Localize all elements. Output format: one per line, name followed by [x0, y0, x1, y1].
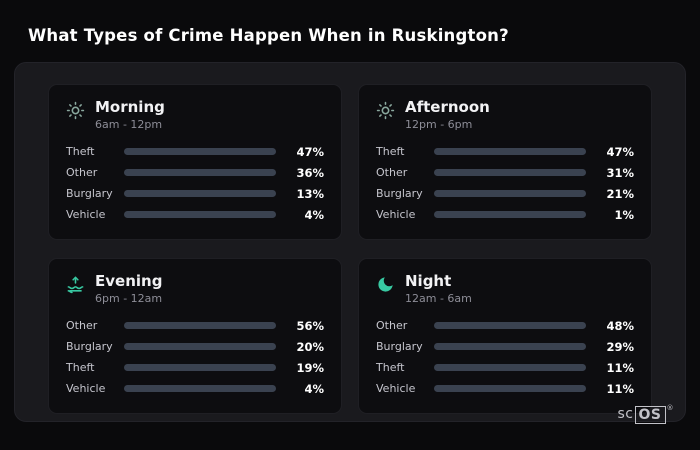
percent-label: 1%: [614, 207, 634, 222]
bar-track: [434, 190, 586, 197]
sun-icon: [376, 101, 395, 124]
card-header: Afternoon 12pm - 6pm: [376, 98, 634, 131]
crime-row: Vehicle 11%: [376, 378, 634, 399]
percent-label: 11%: [606, 381, 634, 396]
card-header: Morning 6am - 12pm: [66, 98, 324, 131]
card-title: Night: [405, 272, 452, 290]
card-header: Night 12am - 6am: [376, 272, 634, 305]
crime-row: Theft 47%: [376, 141, 634, 162]
registered-mark: ®: [666, 404, 674, 412]
crime-row: Vehicle 4%: [66, 204, 324, 225]
bar-track: [434, 364, 586, 371]
crime-row: Burglary 29%: [376, 336, 634, 357]
bar-track: [434, 343, 586, 350]
time-card-afternoon: Afternoon 12pm - 6pm Theft 47% Other 31%…: [358, 84, 652, 240]
bar-track: [124, 169, 276, 176]
crime-label: Vehicle: [66, 208, 106, 221]
crime-label: Burglary: [376, 187, 423, 200]
crime-label: Burglary: [376, 340, 423, 353]
percent-label: 48%: [606, 318, 634, 333]
card-subtitle: 6am - 12pm: [95, 118, 163, 131]
percent-label: 56%: [296, 318, 324, 333]
sunset-icon: [66, 275, 85, 298]
crime-by-time-panel: Morning 6am - 12pm Theft 47% Other 36% B…: [14, 62, 686, 422]
time-card-morning: Morning 6am - 12pm Theft 47% Other 36% B…: [48, 84, 342, 240]
crime-row: Theft 11%: [376, 357, 634, 378]
time-card-evening: Evening 6pm - 12am Other 56% Burglary 20…: [48, 258, 342, 414]
card-header: Evening 6pm - 12am: [66, 272, 324, 305]
logo-text-boxed: OS: [634, 406, 666, 424]
percent-label: 36%: [296, 165, 324, 180]
bar-track: [124, 364, 276, 371]
crime-label: Vehicle: [376, 208, 416, 221]
sun-icon: [66, 101, 85, 124]
crime-label: Theft: [376, 361, 405, 374]
bar-rows: Theft 47% Other 36% Burglary 13% Vehicle…: [66, 141, 324, 229]
crime-row: Other 48%: [376, 315, 634, 336]
crime-label: Burglary: [66, 340, 113, 353]
percent-label: 11%: [606, 360, 634, 375]
bar-rows: Other 56% Burglary 20% Theft 19% Vehicle…: [66, 315, 324, 403]
crime-row: Other 56%: [66, 315, 324, 336]
card-title: Morning: [95, 98, 165, 116]
card-title: Evening: [95, 272, 163, 290]
crime-row: Burglary 21%: [376, 183, 634, 204]
bar-track: [434, 148, 586, 155]
page-title: What Types of Crime Happen When in Ruski…: [28, 26, 509, 45]
bar-track: [434, 211, 586, 218]
time-card-night: Night 12am - 6am Other 48% Burglary 29% …: [358, 258, 652, 414]
percent-label: 20%: [296, 339, 324, 354]
bar-track: [124, 322, 276, 329]
percent-label: 29%: [606, 339, 634, 354]
crime-label: Theft: [376, 145, 405, 158]
percent-label: 47%: [606, 144, 634, 159]
crime-row: Other 36%: [66, 162, 324, 183]
crime-label: Other: [376, 166, 408, 179]
bar-track: [434, 169, 586, 176]
percent-label: 19%: [296, 360, 324, 375]
crime-row: Burglary 20%: [66, 336, 324, 357]
crime-label: Theft: [66, 361, 95, 374]
bar-rows: Other 48% Burglary 29% Theft 11% Vehicle…: [376, 315, 634, 403]
logo-text-plain: sc: [617, 406, 634, 422]
crime-row: Theft 47%: [66, 141, 324, 162]
percent-label: 4%: [304, 207, 324, 222]
bar-track: [434, 322, 586, 329]
crime-label: Vehicle: [376, 382, 416, 395]
crime-row: Vehicle 4%: [66, 378, 324, 399]
card-subtitle: 12am - 6am: [405, 292, 472, 305]
crime-row: Other 31%: [376, 162, 634, 183]
card-subtitle: 12pm - 6pm: [405, 118, 473, 131]
crime-row: Vehicle 1%: [376, 204, 634, 225]
bar-track: [124, 148, 276, 155]
crime-label: Other: [376, 319, 408, 332]
percent-label: 13%: [296, 186, 324, 201]
bar-track: [434, 385, 586, 392]
card-subtitle: 6pm - 12am: [95, 292, 163, 305]
bar-track: [124, 343, 276, 350]
crime-label: Theft: [66, 145, 95, 158]
bar-track: [124, 190, 276, 197]
percent-label: 47%: [296, 144, 324, 159]
bar-track: [124, 385, 276, 392]
percent-label: 4%: [304, 381, 324, 396]
crime-label: Other: [66, 166, 98, 179]
moon-icon: [376, 275, 395, 298]
percent-label: 21%: [606, 186, 634, 201]
scos-logo: sc OS ®: [617, 404, 674, 424]
crime-row: Burglary 13%: [66, 183, 324, 204]
crime-label: Vehicle: [66, 382, 106, 395]
crime-row: Theft 19%: [66, 357, 324, 378]
percent-label: 31%: [606, 165, 634, 180]
bar-rows: Theft 47% Other 31% Burglary 21% Vehicle…: [376, 141, 634, 229]
crime-label: Burglary: [66, 187, 113, 200]
bar-track: [124, 211, 276, 218]
card-title: Afternoon: [405, 98, 490, 116]
crime-label: Other: [66, 319, 98, 332]
